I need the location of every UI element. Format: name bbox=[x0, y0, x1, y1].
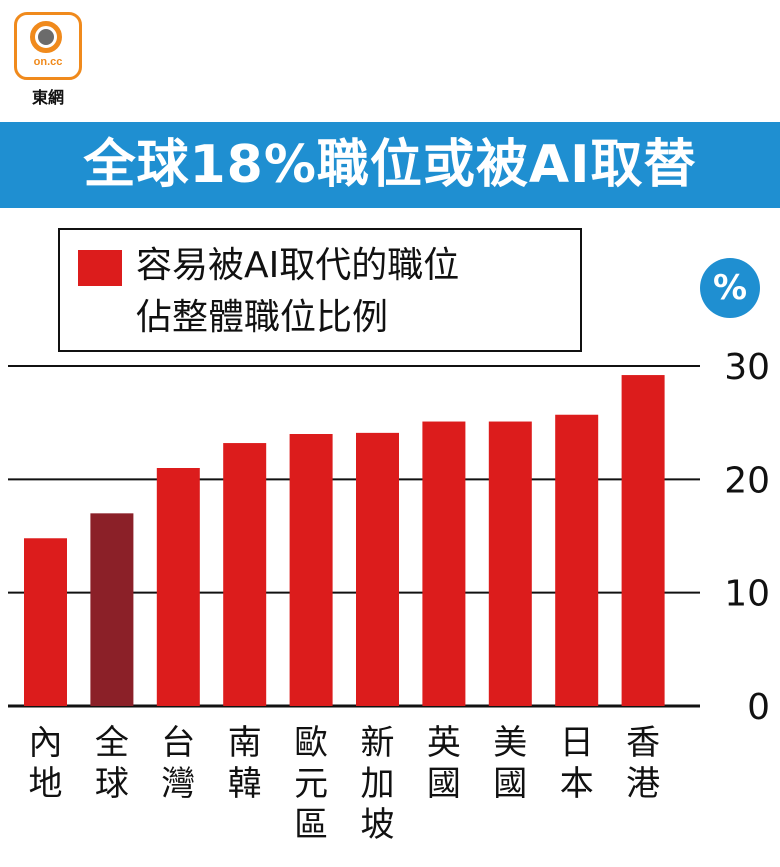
bar-4 bbox=[223, 443, 267, 706]
x-category-label: 台灣 bbox=[161, 723, 195, 804]
bar-8 bbox=[488, 421, 532, 706]
x-category-label: 新加坡 bbox=[361, 723, 395, 845]
bar-6 bbox=[356, 432, 399, 706]
x-category-label: 美國 bbox=[493, 723, 527, 804]
x-category-label: 全球 bbox=[95, 723, 129, 804]
bar-3 bbox=[156, 468, 200, 706]
bar-2 bbox=[90, 513, 134, 706]
bar-1 bbox=[24, 538, 67, 706]
logo-wordmark: on.cc bbox=[33, 56, 63, 68]
y-tick-label: 30 bbox=[724, 347, 770, 388]
bar-5 bbox=[289, 434, 333, 706]
x-category-label: 歐元區 bbox=[294, 723, 328, 845]
x-category-label: 南韓 bbox=[228, 723, 262, 804]
legend-line-1: 容易被AI取代的職位 bbox=[136, 245, 460, 286]
bar-10 bbox=[621, 375, 665, 706]
logo-ring-icon bbox=[30, 21, 62, 53]
x-category-label: 英國 bbox=[427, 723, 461, 804]
bar-7 bbox=[422, 421, 466, 706]
x-category-label: 內地 bbox=[29, 723, 63, 804]
title-banner: 全球18%職位或被AI取替 bbox=[0, 122, 780, 208]
legend-text: 容易被AI取代的職位 佔整體職位比例 bbox=[136, 240, 576, 344]
logo-subtitle: 東網 bbox=[31, 88, 64, 107]
chart-title: 全球18%職位或被AI取替 bbox=[83, 135, 697, 195]
x-category-label: 香港 bbox=[626, 723, 660, 804]
unit-badge: % bbox=[700, 258, 760, 318]
legend-swatch bbox=[78, 250, 122, 286]
on-cc-logo: on.cc 東網 bbox=[14, 12, 82, 107]
y-tick-label: 20 bbox=[724, 460, 770, 501]
logo-dot-icon bbox=[38, 29, 54, 45]
y-tick-label: 0 bbox=[747, 687, 770, 728]
y-tick-label: 10 bbox=[724, 574, 770, 615]
legend: 容易被AI取代的職位 佔整體職位比例 bbox=[58, 228, 582, 352]
legend-line-2: 佔整體職位比例 bbox=[136, 297, 389, 338]
x-category-label: 日本 bbox=[560, 723, 594, 804]
bar-9 bbox=[555, 414, 599, 706]
